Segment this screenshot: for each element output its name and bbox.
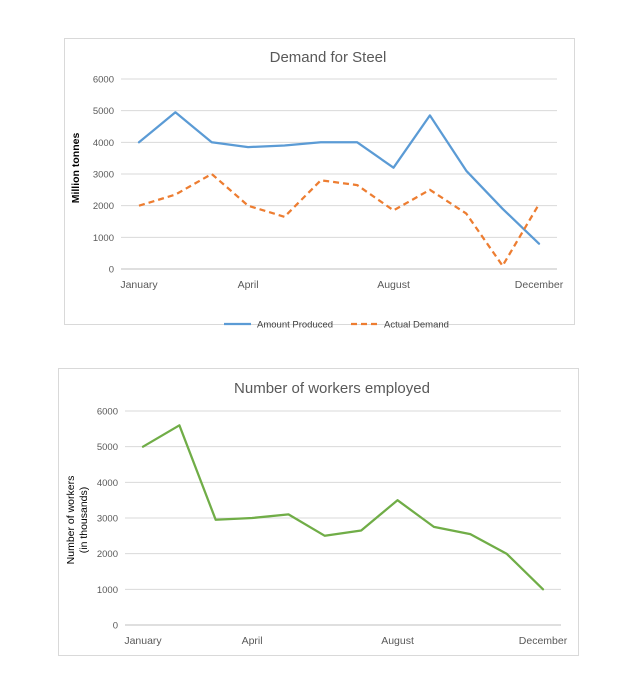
chart-title: Number of workers employed bbox=[234, 380, 430, 397]
series-line-1 bbox=[137, 111, 541, 245]
chart-title: Demand for Steel bbox=[270, 49, 387, 66]
x-tick-label: December bbox=[515, 279, 564, 291]
y-tick-label: 6000 bbox=[93, 75, 114, 86]
y-tick-label: 6000 bbox=[97, 407, 118, 418]
y-tick-label: 5000 bbox=[97, 442, 118, 453]
x-tick-label: August bbox=[377, 279, 410, 291]
legend-label: Actual Demand bbox=[384, 320, 449, 331]
y-axis-label-units: (in thousands) bbox=[78, 487, 90, 554]
workers-employed-chart: Number of workers employed Number of wor… bbox=[58, 368, 579, 656]
y-tick-label: 0 bbox=[113, 621, 118, 632]
y-axis-label: Million tonnes bbox=[70, 133, 82, 204]
x-tick-label: April bbox=[238, 279, 259, 291]
y-tick-label: 2000 bbox=[97, 549, 118, 560]
y-tick-label: 5000 bbox=[93, 106, 114, 117]
x-tick-label: August bbox=[381, 635, 414, 647]
y-tick-label: 1000 bbox=[97, 585, 118, 596]
x-tick-label: January bbox=[120, 279, 158, 291]
steel-demand-chart-svg: Demand for Steel Million tonnes 0 1000 200… bbox=[70, 49, 564, 331]
y-tick-label: 1000 bbox=[93, 233, 114, 244]
y-axis-label: Number of workers bbox=[65, 476, 77, 565]
y-tick-label: 3000 bbox=[97, 514, 118, 525]
y-tick-label: 4000 bbox=[97, 478, 118, 489]
legend-label: Amount Produced bbox=[257, 320, 333, 331]
series-line-2 bbox=[138, 172, 540, 267]
x-tick-label: December bbox=[519, 635, 568, 647]
x-tick-label: April bbox=[242, 635, 263, 647]
y-tick-label: 4000 bbox=[93, 138, 114, 149]
workers-employed-chart-svg: Number of workers employed Number of wor… bbox=[65, 380, 568, 647]
y-tick-label: 2000 bbox=[93, 201, 114, 212]
steel-demand-chart: Demand for Steel Million tonnes 0 1000 200… bbox=[64, 38, 575, 331]
series-line-1 bbox=[141, 424, 545, 591]
y-tick-label: 3000 bbox=[93, 170, 114, 181]
x-tick-label: January bbox=[124, 635, 162, 647]
y-tick-label: 0 bbox=[109, 265, 114, 276]
